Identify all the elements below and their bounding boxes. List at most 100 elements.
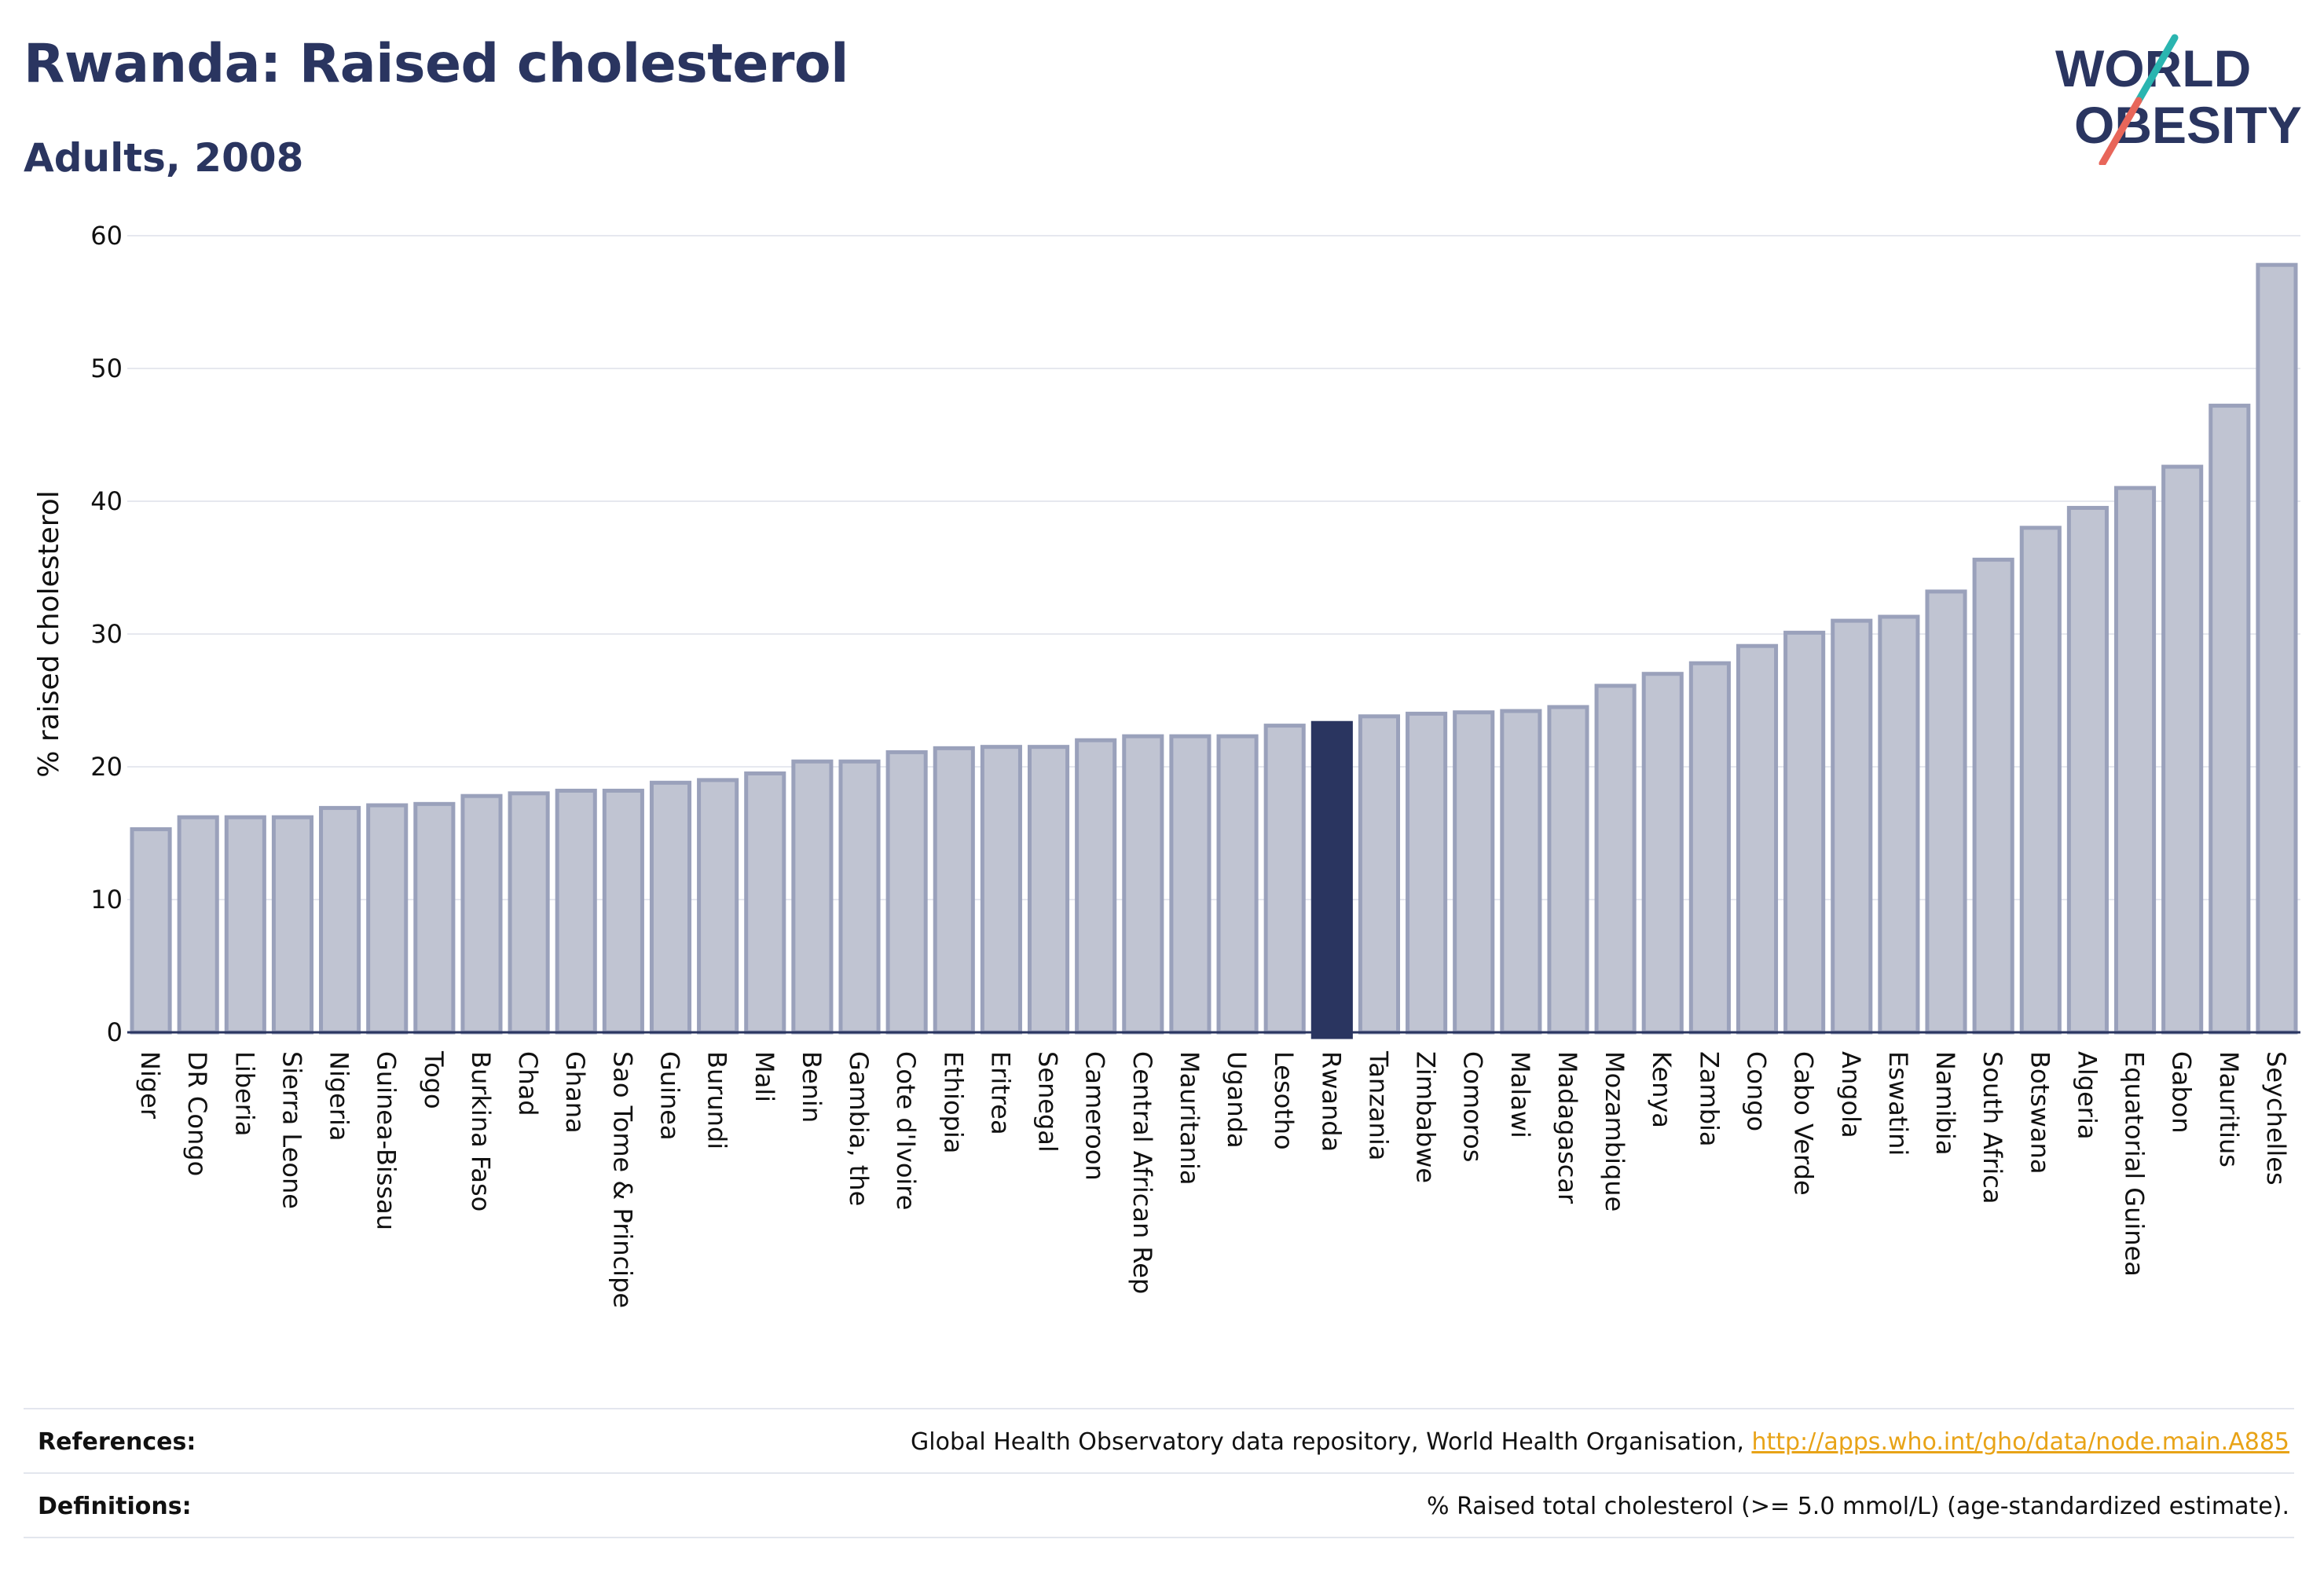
bar-gambia-the[interactable]	[838, 759, 881, 1035]
bar-ethiopia[interactable]	[933, 746, 975, 1035]
bar-eswatini[interactable]	[1878, 614, 1920, 1035]
x-tick-label: Mauritius	[2214, 1051, 2244, 1167]
x-tick-label: Madagascar	[1552, 1051, 1582, 1204]
references-value: Global Health Observatory data repositor…	[911, 1428, 2289, 1456]
x-tick-label: Mozambique	[1600, 1051, 1629, 1211]
bar-algeria[interactable]	[2066, 505, 2109, 1035]
x-tick-label: Togo	[419, 1050, 449, 1109]
x-tick-label: Liberia	[229, 1051, 259, 1136]
bars	[130, 262, 2298, 1039]
bar-malawi[interactable]	[1500, 709, 1542, 1035]
definitions-label: Definitions:	[38, 1493, 192, 1520]
bar-cote-d-ivoire[interactable]	[885, 750, 928, 1035]
y-axis-label: % raised cholesterol	[33, 490, 65, 778]
definitions-text: % Raised total cholesterol (>= 5.0 mmol/…	[1427, 1493, 2289, 1520]
x-tick-label: Gabon	[2167, 1051, 2197, 1134]
bar-senegal[interactable]	[1027, 745, 1070, 1035]
x-tick-label: Burundi	[702, 1051, 732, 1149]
x-tick-label: Zimbabwe	[1411, 1051, 1441, 1183]
bar-mali[interactable]	[744, 771, 786, 1035]
bar-liberia[interactable]	[224, 815, 266, 1035]
x-tick-label: Kenya	[1647, 1051, 1677, 1128]
bar-ghana[interactable]	[555, 788, 597, 1035]
bar-botswana[interactable]	[2019, 526, 2062, 1035]
bar-benin[interactable]	[791, 759, 834, 1035]
bar-burundi[interactable]	[697, 778, 739, 1035]
x-tick-label: Niger	[135, 1051, 165, 1120]
x-tick-label: Central African Rep	[1127, 1051, 1157, 1294]
x-tick-label: Lesotho	[1269, 1051, 1299, 1150]
references-row: References: Global Health Observatory da…	[24, 1408, 2294, 1472]
bar-rwanda[interactable]	[1310, 720, 1353, 1039]
x-tick-label: Congo	[1742, 1051, 1772, 1131]
x-tick-label: Benin	[797, 1051, 827, 1123]
x-tick-label: Gambia, the	[844, 1051, 874, 1206]
bar-namibia[interactable]	[1925, 589, 1967, 1035]
axes: 0 10 20 30 40 50 60 Niger DR Congo Liberia Sierra …	[90, 221, 2300, 1308]
x-tick-label: Namibia	[1930, 1051, 1960, 1155]
bar-equatorial-guinea[interactable]	[2113, 486, 2157, 1035]
x-tick-label: Guinea	[655, 1051, 685, 1141]
bar-sao-tome-principe[interactable]	[602, 788, 644, 1035]
x-tick-label: Chad	[513, 1051, 543, 1116]
bar-guinea-bissau[interactable]	[366, 803, 409, 1035]
x-tick-label: Algeria	[2072, 1051, 2102, 1139]
x-tick-label: Sierra Leone	[277, 1051, 306, 1209]
x-tick-label: Eritrea	[985, 1051, 1015, 1135]
bar-sierra-leone[interactable]	[271, 815, 314, 1035]
bar-congo[interactable]	[1736, 643, 1779, 1035]
x-tick-label: Cabo Verde	[1789, 1051, 1819, 1196]
bar-lesotho[interactable]	[1263, 724, 1306, 1035]
bar-nigeria[interactable]	[319, 805, 361, 1035]
x-tick-label: Equatorial Guinea	[2120, 1051, 2150, 1277]
bar-eritrea[interactable]	[980, 745, 1022, 1035]
bar-zimbabwe[interactable]	[1406, 711, 1448, 1035]
bar-madagascar[interactable]	[1547, 705, 1589, 1035]
bar-cabo-verde[interactable]	[1783, 630, 1826, 1035]
x-tick-label: Rwanda	[1316, 1051, 1346, 1152]
y-tick-label: 10	[90, 885, 123, 914]
bar-central-african-rep[interactable]	[1122, 734, 1164, 1035]
x-tick-label: Mali	[750, 1051, 779, 1102]
x-tick-label: Tanzania	[1363, 1050, 1393, 1160]
world-obesity-logo: WORLD OBESITY	[2055, 34, 2302, 165]
bar-seychelles[interactable]	[2256, 262, 2298, 1035]
x-tick-label: Ghana	[560, 1051, 590, 1134]
bar-zambia[interactable]	[1688, 661, 1731, 1035]
x-tick-label: Comoros	[1458, 1051, 1488, 1162]
definitions-row: Definitions: % Raised total cholesterol …	[24, 1472, 2294, 1538]
bar-comoros[interactable]	[1453, 710, 1495, 1035]
bar-dr-congo[interactable]	[177, 815, 219, 1035]
bar-mauritius[interactable]	[2209, 403, 2251, 1035]
bar-mauritania[interactable]	[1169, 734, 1211, 1035]
references-label: References:	[38, 1428, 196, 1456]
bar-burkina-faso[interactable]	[460, 793, 503, 1035]
bar-gabon[interactable]	[2161, 464, 2204, 1035]
bar-angola[interactable]	[1831, 618, 1873, 1035]
bar-uganda[interactable]	[1216, 734, 1259, 1035]
references-link[interactable]: http://apps.who.int/gho/data/node.main.A…	[1751, 1428, 2289, 1456]
x-tick-label: Malawi	[1505, 1051, 1535, 1138]
bar-kenya[interactable]	[1641, 672, 1684, 1035]
y-tick-label: 60	[90, 221, 123, 251]
x-tick-label: Burkina Faso	[466, 1051, 496, 1211]
bar-chad[interactable]	[508, 791, 550, 1035]
bar-guinea[interactable]	[649, 780, 692, 1035]
x-tick-label: Uganda	[1222, 1051, 1252, 1149]
bar-mozambique[interactable]	[1594, 684, 1637, 1035]
bar-cameroon[interactable]	[1075, 738, 1117, 1035]
bar-niger[interactable]	[130, 826, 172, 1035]
x-tick-label: Mauritania	[1175, 1051, 1204, 1185]
x-tick-label: DR Congo	[182, 1051, 212, 1176]
x-tick-label: South Africa	[1978, 1051, 2007, 1204]
bar-south-africa[interactable]	[1972, 557, 2014, 1035]
x-tick-label: Seychelles	[2261, 1051, 2291, 1186]
x-tick-label: Senegal	[1033, 1051, 1063, 1153]
y-tick-label: 50	[90, 354, 123, 383]
x-tick-label: Angola	[1836, 1051, 1866, 1138]
x-tick-label: Sao Tome & Principe	[607, 1051, 637, 1308]
x-tick-label: Eswatini	[1883, 1051, 1913, 1156]
bar-tanzania[interactable]	[1358, 714, 1401, 1035]
x-tick-label: Ethiopia	[938, 1051, 968, 1153]
bar-togo[interactable]	[413, 801, 456, 1035]
